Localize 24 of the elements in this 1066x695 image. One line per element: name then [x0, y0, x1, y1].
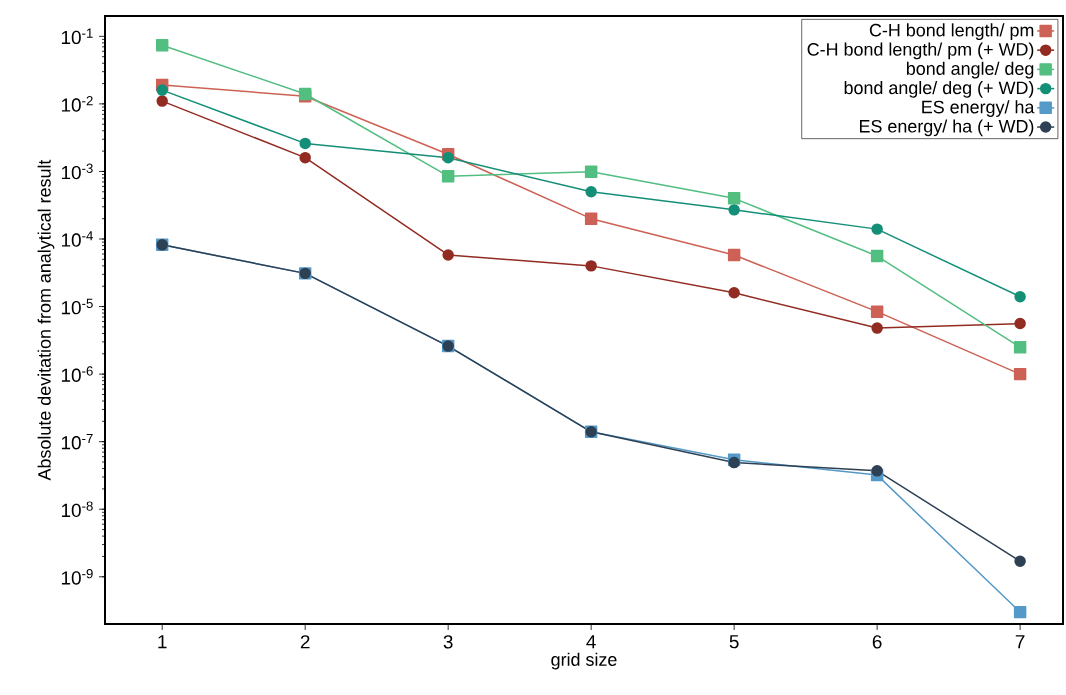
x-tick-label: 2	[300, 635, 310, 649]
legend-label: bond angle/ deg	[906, 61, 1034, 79]
x-tick-label: 4	[586, 635, 596, 649]
y-tick-label: 10$^{-3}$	[61, 163, 93, 180]
legend-label: C-H bond length/ pm (+ WD)	[807, 42, 1034, 60]
x-tick-label: 6	[872, 635, 882, 649]
x-axis-title: grid size	[551, 652, 617, 670]
y-tick-label: 10$^{-4}$	[61, 231, 93, 247]
legend-label: ES energy/ ha (+ WD)	[859, 119, 1034, 137]
legend-label: ES energy/ ha	[922, 100, 1035, 117]
y-tick-label: 10$^{-5}$	[61, 298, 93, 315]
x-tick-label: 3	[443, 635, 453, 649]
y-tick-label: 10$^{-8}$	[61, 501, 93, 518]
y-tick-label: 10$^{-7}$	[61, 433, 93, 450]
y-tick-label: 10$^{-6}$	[61, 366, 93, 382]
x-tick-label: 5	[729, 635, 739, 649]
y-tick-label: 10$^{-9}$	[61, 568, 93, 585]
x-tick-label: 1	[158, 635, 167, 649]
y-axis-title: Absolute devitation from analytical result	[37, 159, 55, 481]
y-tick-label: 10$^{-2}$	[61, 96, 93, 112]
legend-label: bond angle/ deg (+ WD)	[844, 80, 1034, 98]
y-tick-label: 10$^{-1}$	[61, 28, 93, 45]
legend-label: C-H bond length/ pm	[869, 23, 1034, 41]
x-tick-label: 7	[1015, 635, 1025, 649]
